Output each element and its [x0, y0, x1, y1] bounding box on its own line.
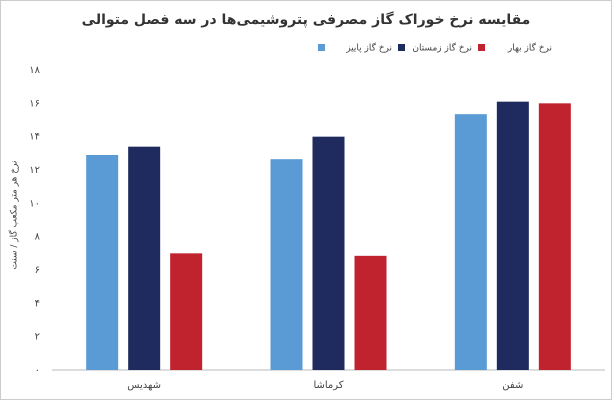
y-tick-label: ۱۲: [29, 165, 40, 176]
legend-swatch: [318, 44, 325, 51]
bar: [128, 146, 161, 370]
x-tick-label: شفن: [502, 380, 523, 391]
y-tick-label: ۴: [35, 298, 40, 309]
bar: [86, 155, 119, 370]
legend-swatch: [478, 44, 485, 51]
bar: [170, 253, 203, 370]
y-tick-label: ۸: [35, 232, 41, 243]
bar: [312, 136, 345, 370]
x-tick-label: کرماشا: [313, 380, 343, 391]
bar: [354, 255, 387, 370]
bar: [270, 159, 303, 370]
x-tick-label: شهدیس: [127, 380, 161, 391]
bar: [538, 103, 571, 370]
y-tick-label: ۱۰: [29, 198, 40, 209]
y-tick-label: ۰: [35, 365, 40, 376]
legend-label: نرخ گاز زمستان: [412, 42, 472, 54]
y-tick-label: ۱۴: [29, 132, 40, 143]
y-tick-label: ۶: [35, 265, 40, 276]
bar: [454, 114, 487, 371]
legend-label: نرخ گاز بهار: [507, 42, 552, 54]
y-tick-label: ۲: [35, 332, 40, 343]
legend-swatch: [398, 44, 405, 51]
y-tick-label: ۱۸: [29, 65, 40, 76]
legend-label: نرخ گاز پاییز: [345, 42, 392, 54]
y-axis-label: نرخ هر متر مکعب گاز / سنت: [8, 160, 20, 269]
y-tick-label: ۱۶: [29, 98, 40, 109]
bar: [496, 101, 529, 371]
chart-title: مقایسه نرخ خوراک گاز مصرفی پتروشیمی‌ها د…: [82, 11, 531, 28]
